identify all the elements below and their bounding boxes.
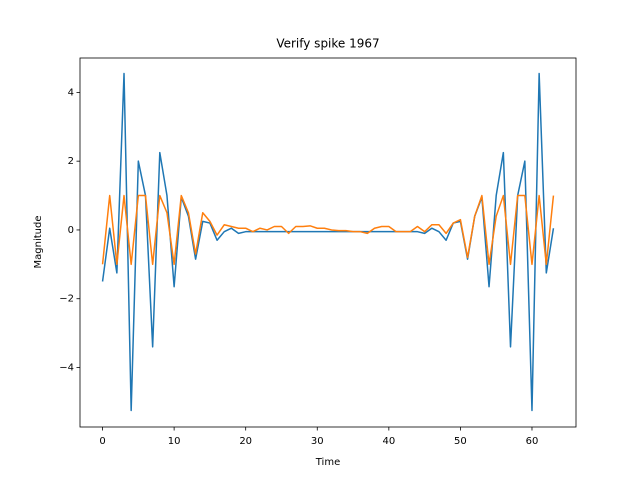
chart-title: Verify spike 1967: [276, 37, 379, 51]
plot-frame: [79, 57, 577, 428]
x-tick-label: 50: [454, 436, 467, 447]
x-tick-label: 10: [168, 436, 181, 447]
x-tick-label: 60: [526, 436, 539, 447]
x-tick-label: 20: [239, 436, 252, 447]
y-tick-label: 2: [68, 156, 74, 167]
x-tick-label: 40: [382, 436, 395, 447]
x-axis-label: Time: [315, 457, 340, 468]
x-tick-label: 30: [311, 436, 324, 447]
data-line: [101, 194, 555, 266]
y-tick-label: 0: [68, 225, 74, 236]
y-axis-label: Magnitude: [33, 216, 44, 269]
x-tick-label: 0: [99, 436, 105, 447]
y-tick-label: −2: [59, 294, 74, 305]
y-tick-label: −4: [59, 363, 74, 374]
y-tick-label: 4: [68, 87, 74, 98]
